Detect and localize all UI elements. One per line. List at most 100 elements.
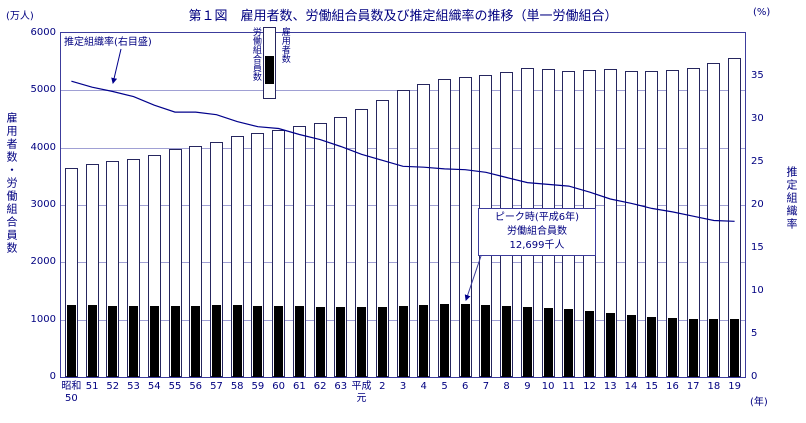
union-members-bar (481, 304, 491, 377)
legend-union-segment (264, 56, 274, 84)
peak-annotation-line1: ピーク時(平成6年) (494, 212, 580, 223)
x-tick-label: 19 (728, 381, 741, 392)
x-tick-label: 13 (603, 381, 617, 392)
left-axis-unit: (万人) (6, 11, 34, 22)
left-tick-label: 1000 (30, 313, 56, 325)
x-axis-unit: (年) (750, 397, 768, 408)
union-members-bar (730, 319, 740, 377)
union-members-bar (502, 305, 512, 377)
x-tick-label: 61 (293, 381, 306, 392)
right-tick-label: 30 (751, 113, 764, 124)
x-tick-label: 58 (230, 381, 244, 392)
peak-annotation-line2: 労働組合員数 (507, 226, 567, 237)
x-tick-label: 62 (313, 381, 327, 392)
union-members-bar (460, 304, 470, 377)
right-axis-unit: (%) (753, 7, 771, 18)
union-members-bar (66, 304, 76, 377)
left-tick-label: 4000 (30, 141, 56, 153)
union-members-bar (440, 304, 449, 377)
x-tick-label: 53 (127, 381, 140, 392)
right-tick-label: 10 (751, 285, 764, 296)
x-tick-label: 59 (251, 381, 265, 392)
union-members-bar (419, 305, 429, 377)
left-tick-label: 5000 (30, 84, 56, 96)
x-tick-label: 57 (210, 381, 223, 392)
x-tick-label: 60 (272, 381, 285, 392)
union-members-bar (170, 306, 180, 377)
union-members-bar (585, 310, 594, 377)
chart-title: 第１図 雇用者数、労働組合員数及び推定組織率の推移（単一労働組合） (188, 9, 618, 24)
union-members-bar (315, 306, 325, 377)
x-tick-label: 15 (645, 381, 659, 392)
union-members-bar (522, 306, 532, 377)
legend-bar-icon (262, 27, 276, 99)
right-tick-label: 5 (751, 328, 758, 339)
x-tick-label: 平成 (351, 381, 372, 392)
union-members-bar (253, 305, 263, 377)
x-tick-sublabel: 元 (356, 393, 367, 404)
x-tick-label: 12 (583, 381, 596, 392)
x-tick-label: 7 (482, 381, 490, 392)
union-members-bar (626, 315, 636, 377)
x-tick-label: 51 (85, 381, 99, 392)
x-tick-label: 5 (441, 381, 448, 392)
union-members-bar (274, 305, 284, 377)
x-tick-label: 10 (541, 381, 555, 392)
union-members-bar (709, 319, 719, 377)
x-tick-label: 11 (562, 381, 576, 392)
union-members-bar (191, 305, 201, 377)
x-tick-label: 56 (189, 381, 203, 392)
x-tick-label: 8 (503, 381, 510, 392)
x-tick-label: 3 (399, 381, 407, 392)
legend-employee-label: 雇用者数 (279, 27, 290, 63)
union-members-bar (688, 318, 698, 377)
union-members-bar (377, 306, 387, 377)
right-tick-label: 15 (751, 242, 764, 253)
union-members-bar (149, 306, 159, 377)
rate-note-label: 推定組織率(右目盛) (64, 37, 152, 48)
union-members-bar (212, 305, 221, 377)
x-tick-label: 55 (168, 381, 182, 392)
right-tick-label: 20 (751, 199, 764, 210)
plot-area (60, 32, 746, 378)
x-tick-label: 63 (334, 381, 348, 392)
x-tick-label: 52 (106, 381, 120, 392)
union-members-bar (336, 306, 346, 377)
union-members-bar (87, 305, 97, 377)
union-members-bar (398, 305, 408, 377)
union-members-bar (668, 317, 677, 377)
x-tick-label: 4 (420, 381, 427, 392)
legend: 労働組合員数 雇用者数 (250, 27, 290, 99)
union-members-bar (357, 306, 366, 377)
left-tick-label: 6000 (30, 27, 56, 38)
legend-union-label: 労働組合員数 (250, 27, 261, 81)
union-members-bar (108, 305, 118, 377)
union-members-bar (564, 309, 574, 377)
left-tick-label: 3000 (30, 199, 56, 210)
x-tick-label: 54 (147, 381, 161, 392)
x-tick-label: 2 (379, 381, 386, 392)
right-tick-label: 25 (751, 156, 764, 167)
union-members-bar (647, 316, 657, 377)
right-tick-label: 35 (751, 70, 764, 81)
left-tick-label: 0 (49, 371, 56, 382)
x-tick-label: 18 (707, 381, 721, 392)
left-tick-label: 2000 (30, 256, 56, 268)
x-tick-label: 17 (686, 381, 700, 392)
x-tick-label: 6 (462, 381, 469, 392)
union-members-bar (605, 312, 615, 377)
union-members-bar (232, 305, 242, 377)
x-tick-label: 9 (524, 381, 531, 392)
peak-annotation-line3: 12,699千人 (509, 240, 565, 251)
x-tick-label: 昭和 (61, 381, 82, 392)
x-tick-sublabel: 50 (65, 393, 78, 404)
right-tick-label: 0 (751, 371, 758, 382)
x-tick-label: 14 (624, 381, 638, 392)
x-tick-label: 16 (666, 381, 679, 392)
union-members-bar (294, 306, 304, 377)
union-members-bar (129, 306, 138, 377)
left-axis-title: 雇用者数・労働組合員数 (5, 112, 18, 255)
union-members-bar (543, 307, 553, 377)
right-axis-title: 推定組織率 (785, 166, 798, 231)
